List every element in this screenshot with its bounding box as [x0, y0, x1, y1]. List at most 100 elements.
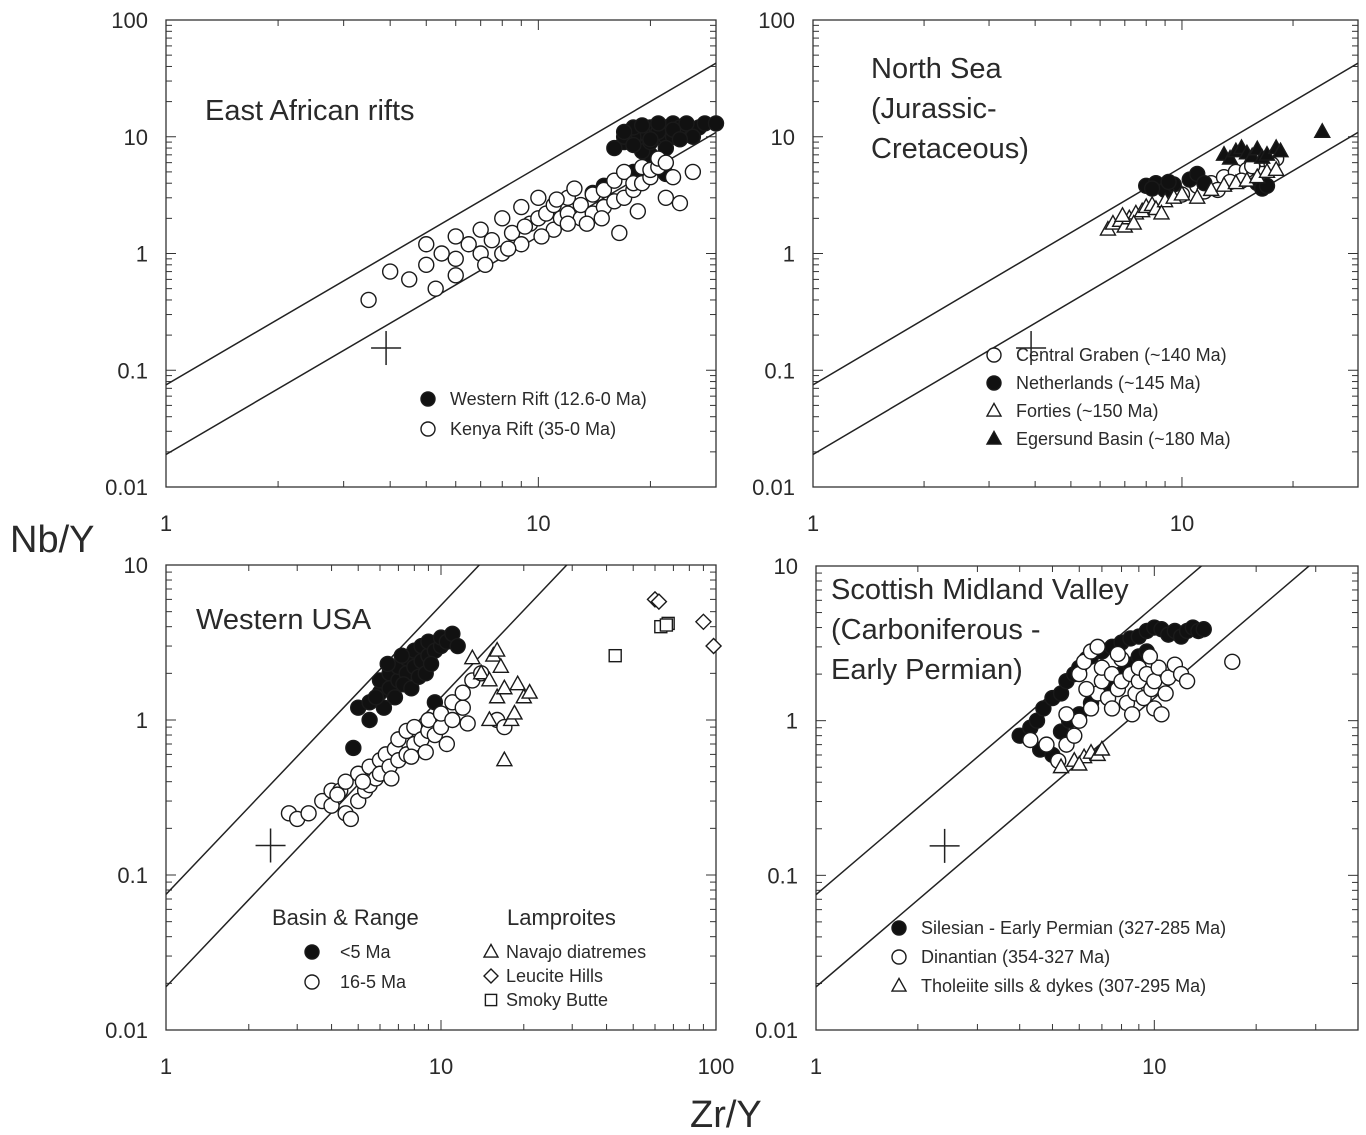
data-point: [367, 689, 385, 706]
panel-title: Scottish Midland Valley: [831, 574, 1129, 606]
data-point: [383, 770, 400, 787]
data-point: [472, 663, 490, 680]
series-2: [1052, 740, 1111, 774]
y-tick-label: 0.1: [764, 358, 795, 383]
series-2: [1099, 160, 1285, 236]
y-tick-label: 10: [774, 554, 798, 579]
legend-marker: [304, 944, 320, 960]
data-point: [337, 773, 354, 790]
x-tick-label: 1: [160, 1054, 172, 1079]
data-point: [329, 786, 346, 803]
data-point: [449, 637, 466, 655]
data-point: [1066, 727, 1083, 744]
axis-ticks: [165, 20, 717, 488]
data-point: [503, 224, 521, 242]
legend-marker: [483, 968, 499, 984]
x-axis-label: Zr/Y: [690, 1094, 762, 1135]
data-point: [403, 680, 420, 697]
panel-bottom-left: 1 10 100 0.01 0.1 1 10 Western USA Basin & Range…: [105, 553, 735, 1079]
data-point: [444, 711, 461, 729]
reference-line-upper: [166, 62, 716, 386]
data-point: [611, 224, 628, 242]
data-point: [1271, 141, 1290, 158]
data-point: [1150, 659, 1167, 676]
axis-ticks: [165, 565, 716, 1031]
data-point: [505, 704, 524, 720]
data-point: [480, 670, 499, 687]
legend-label: Western Rift (12.6-0 Ma): [450, 389, 647, 409]
data-point: [629, 203, 647, 220]
y-tick-label: 0.1: [767, 863, 798, 888]
legend-label: Dinantian (354-327 Ma): [921, 947, 1110, 967]
x-tick-label: 100: [698, 1054, 735, 1079]
data-point: [615, 163, 633, 181]
data-point: [566, 180, 583, 197]
data-point: [1267, 160, 1285, 177]
legend-group-title: Basin & Range: [272, 905, 419, 930]
data-point: [492, 657, 510, 674]
data-point: [1202, 180, 1220, 197]
legend-label: Egersund Basin (~180 Ma): [1016, 429, 1231, 449]
data-point: [684, 163, 702, 181]
data-point: [495, 678, 514, 695]
data-point: [657, 189, 675, 206]
axis-ticks: [815, 566, 1359, 1031]
data-point: [438, 735, 456, 753]
series-2: [463, 641, 539, 767]
data-point: [625, 136, 642, 154]
data-point: [427, 280, 444, 297]
data-point: [593, 210, 610, 227]
legend-label: Silesian - Early Permian (327-285 Ma): [921, 918, 1226, 938]
data-point: [533, 228, 550, 245]
legend-label: 16-5 Ma: [340, 972, 407, 992]
x-tick-label: 10: [429, 1054, 453, 1079]
data-point: [494, 210, 511, 227]
data-point: [1173, 184, 1191, 201]
data-point: [1152, 203, 1171, 220]
data-point: [386, 689, 404, 706]
series-3: [1215, 122, 1331, 165]
data-point: [1093, 740, 1111, 756]
y-tick-label: 10: [771, 125, 795, 150]
data-point: [488, 641, 506, 657]
y-tick-label: 0.01: [755, 1018, 798, 1043]
data-point: [1038, 736, 1055, 753]
series-1: [280, 665, 513, 828]
panel-title: Western USA: [196, 604, 372, 636]
data-point: [422, 655, 440, 673]
data-point: [1058, 706, 1075, 723]
data-point: [1052, 757, 1070, 774]
data-point: [657, 154, 675, 171]
series-3: [646, 590, 723, 655]
x-tick-label: 1: [160, 511, 172, 536]
legend-marker: [986, 347, 1002, 363]
legend-marker: [482, 942, 500, 958]
legend-marker: [891, 920, 907, 936]
data-point: [707, 115, 725, 132]
data-point: [480, 710, 499, 727]
y-tick-label: 100: [111, 8, 148, 33]
data-point: [472, 221, 489, 238]
legend-marker: [420, 421, 436, 437]
data-point: [664, 169, 682, 186]
data-point: [1188, 188, 1206, 204]
data-point: [650, 115, 667, 132]
data-point: [1143, 180, 1161, 197]
data-point: [671, 194, 689, 212]
axis-ticks: [812, 20, 1359, 488]
data-point: [447, 267, 464, 284]
data-point: [361, 711, 378, 729]
data-point: [447, 250, 464, 268]
y-tick-label: 0.01: [105, 475, 148, 500]
x-tick-label: 1: [810, 1054, 822, 1079]
data-point: [633, 117, 651, 134]
data-point: [1035, 700, 1052, 717]
y-tick-label: 0.1: [117, 358, 148, 383]
data-point: [1160, 173, 1177, 191]
data-point: [642, 131, 659, 148]
data-point: [694, 613, 712, 631]
legend-marker: [985, 401, 1003, 417]
data-point: [705, 637, 723, 655]
data-point: [1089, 638, 1106, 656]
data-point: [548, 191, 565, 208]
